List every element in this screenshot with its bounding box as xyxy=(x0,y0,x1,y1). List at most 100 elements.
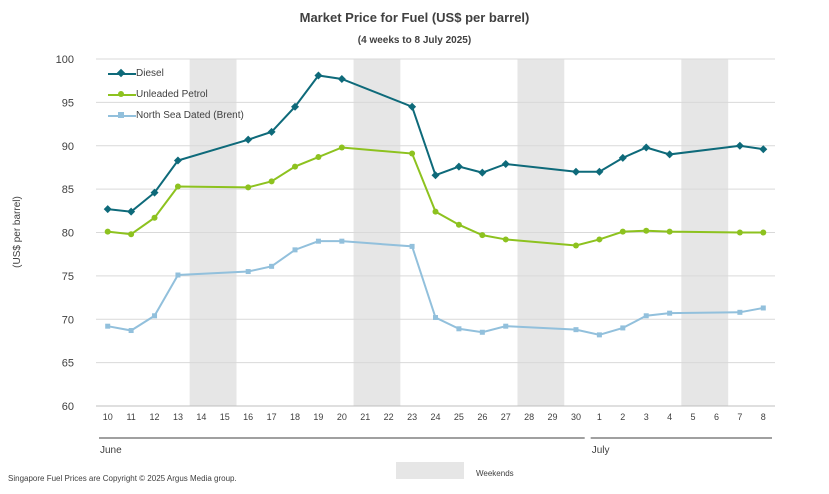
x-tick-label: 6 xyxy=(714,412,719,422)
data-point-unleaded-petrol xyxy=(268,178,275,185)
data-point-north-sea-dated-brent xyxy=(339,238,345,244)
legend-item-unleaded-petrol: Unleaded Petrol xyxy=(104,87,269,108)
data-point-diesel xyxy=(735,141,744,150)
x-tick-label: 23 xyxy=(407,412,417,422)
x-tick-label: 25 xyxy=(454,412,464,422)
month-label-june: June xyxy=(100,445,122,456)
data-point-unleaded-petrol xyxy=(455,221,462,228)
data-point-north-sea-dated-brent xyxy=(152,313,158,319)
data-point-diesel xyxy=(618,153,627,162)
data-point-north-sea-dated-brent xyxy=(479,329,485,335)
data-point-diesel xyxy=(173,156,182,165)
data-point-unleaded-petrol xyxy=(292,163,299,170)
data-point-diesel xyxy=(571,167,580,176)
x-tick-label: 1 xyxy=(597,412,602,422)
data-point-diesel xyxy=(665,150,674,159)
data-point-unleaded-petrol xyxy=(736,229,743,236)
x-tick-label: 8 xyxy=(761,412,766,422)
y-tick-label: 95 xyxy=(62,97,74,109)
data-point-north-sea-dated-brent xyxy=(269,263,275,269)
x-tick-label: 18 xyxy=(290,412,300,422)
data-point-north-sea-dated-brent xyxy=(573,327,579,333)
x-tick-label: 20 xyxy=(337,412,347,422)
x-tick-label: 28 xyxy=(524,412,534,422)
x-tick-label: 13 xyxy=(173,412,183,422)
data-point-north-sea-dated-brent xyxy=(620,325,626,331)
legend-item-brent: North Sea Dated (Brent) xyxy=(104,108,269,129)
data-point-north-sea-dated-brent xyxy=(409,243,415,249)
data-point-unleaded-petrol xyxy=(572,242,579,249)
data-point-north-sea-dated-brent xyxy=(596,332,602,338)
square-marker-icon xyxy=(118,112,124,118)
y-tick-label: 75 xyxy=(62,271,74,283)
x-tick-label: 24 xyxy=(430,412,440,422)
x-tick-label: 26 xyxy=(477,412,487,422)
x-tick-label: 22 xyxy=(384,412,394,422)
data-point-north-sea-dated-brent xyxy=(433,315,438,321)
y-tick-label: 80 xyxy=(62,228,74,240)
data-point-unleaded-petrol xyxy=(245,184,252,191)
data-point-diesel xyxy=(431,171,440,180)
x-tick-label: 3 xyxy=(644,412,649,422)
data-point-unleaded-petrol xyxy=(619,228,626,235)
data-point-diesel xyxy=(267,127,276,136)
data-point-north-sea-dated-brent xyxy=(245,269,251,275)
data-point-diesel xyxy=(478,168,487,177)
data-point-diesel xyxy=(454,162,463,171)
y-tick-label: 70 xyxy=(62,314,74,326)
x-tick-label: 12 xyxy=(150,412,160,422)
legend-item-diesel: Diesel xyxy=(104,66,269,87)
chart-title: Market Price for Fuel (US$ per barrel) xyxy=(299,10,530,25)
data-point-north-sea-dated-brent xyxy=(175,272,181,278)
y-tick-label: 90 xyxy=(62,141,74,153)
data-point-unleaded-petrol xyxy=(338,144,345,151)
data-point-diesel xyxy=(642,143,651,152)
data-point-diesel xyxy=(127,207,136,216)
data-point-north-sea-dated-brent xyxy=(128,328,134,334)
x-tick-label: 19 xyxy=(313,412,323,422)
x-tick-label: 10 xyxy=(103,412,113,422)
x-tick-label: 17 xyxy=(267,412,277,422)
data-point-unleaded-petrol xyxy=(174,183,181,190)
data-point-diesel xyxy=(408,102,417,111)
data-point-north-sea-dated-brent xyxy=(667,310,673,316)
data-point-diesel xyxy=(150,188,159,197)
chart-subtitle: (4 weeks to 8 July 2025) xyxy=(357,35,472,46)
data-point-unleaded-petrol xyxy=(151,214,158,221)
x-tick-label: 7 xyxy=(737,412,742,422)
x-tick-label: 27 xyxy=(501,412,511,422)
data-point-north-sea-dated-brent xyxy=(643,313,649,319)
data-point-unleaded-petrol xyxy=(479,232,486,239)
x-tick-label: 21 xyxy=(360,412,370,422)
x-tick-label: 30 xyxy=(571,412,581,422)
data-point-diesel xyxy=(595,167,604,176)
x-tick-label: 29 xyxy=(548,412,558,422)
data-point-north-sea-dated-brent xyxy=(503,323,509,329)
diamond-marker-icon xyxy=(116,68,126,78)
data-point-north-sea-dated-brent xyxy=(737,309,743,315)
data-point-unleaded-petrol xyxy=(643,227,650,234)
data-point-unleaded-petrol xyxy=(760,229,767,236)
x-tick-label: 14 xyxy=(196,412,206,422)
legend: Diesel Unleaded Petrol North Sea Dated (… xyxy=(104,66,269,129)
data-point-north-sea-dated-brent xyxy=(760,305,766,311)
y-tick-label: 65 xyxy=(62,358,74,370)
data-point-diesel xyxy=(103,205,112,214)
x-tick-label: 11 xyxy=(126,412,135,422)
y-tick-label: 100 xyxy=(56,54,74,66)
y-axis-label: (US$ per barrel) xyxy=(12,196,23,268)
data-point-unleaded-petrol xyxy=(128,231,135,238)
data-point-north-sea-dated-brent xyxy=(456,326,462,332)
data-point-unleaded-petrol xyxy=(666,228,673,235)
x-tick-label: 5 xyxy=(691,412,696,422)
x-tick-label: 4 xyxy=(667,412,672,422)
data-point-diesel xyxy=(337,74,346,83)
weekend-legend-label: Weekends xyxy=(476,469,514,478)
data-point-north-sea-dated-brent xyxy=(315,238,321,244)
circle-marker-icon xyxy=(118,91,124,97)
y-tick-label: 85 xyxy=(62,184,74,196)
x-tick-label: 15 xyxy=(220,412,230,422)
legend-label-diesel: Diesel xyxy=(136,68,164,79)
copyright-footer: Singapore Fuel Prices are Copyright © 20… xyxy=(8,474,237,483)
